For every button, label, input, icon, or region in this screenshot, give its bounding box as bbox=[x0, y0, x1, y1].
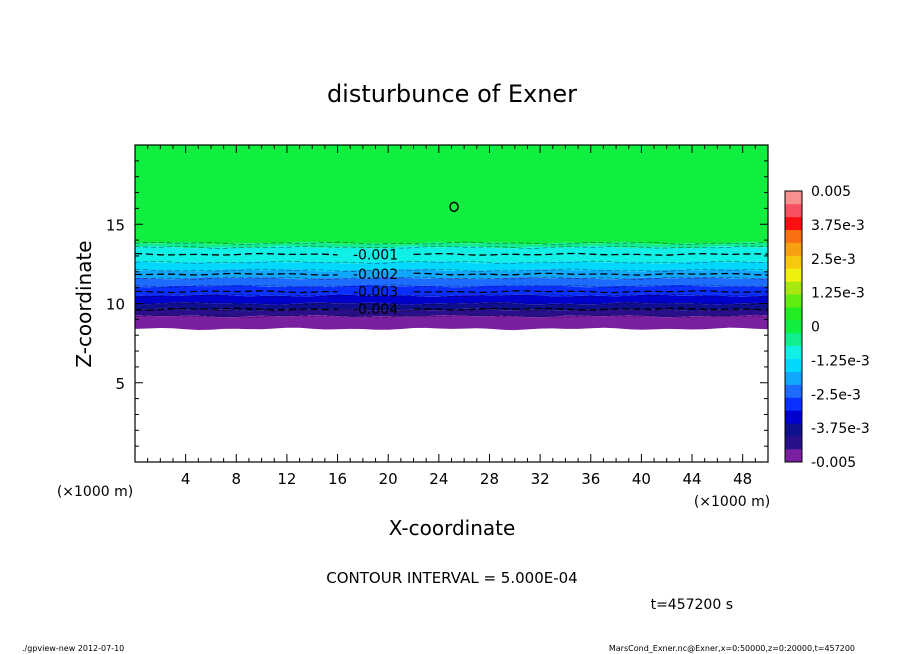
fill-band bbox=[135, 284, 768, 297]
colorbar-label: 1.25e-3 bbox=[811, 286, 865, 302]
x-axis-ticks: 4 8 12 16 20 24 28 32 36 40 44 48 bbox=[134, 145, 769, 488]
contour-line-minor bbox=[134, 284, 769, 288]
fill-bands bbox=[135, 145, 768, 331]
colorbar-swatch bbox=[785, 191, 802, 205]
colorbar-swatch bbox=[785, 358, 802, 372]
time-label: t=457200 s bbox=[651, 597, 733, 613]
x-tick-label: 20 bbox=[379, 470, 398, 488]
zero-contour-loop bbox=[449, 201, 459, 213]
colorbar-swatch bbox=[785, 307, 802, 321]
contour-line bbox=[413, 307, 769, 311]
contour-label: -0.003 bbox=[353, 285, 398, 301]
contour-line bbox=[134, 252, 338, 256]
colorbar-label: -3.75e-3 bbox=[811, 421, 870, 437]
colorbar-swatch bbox=[785, 410, 802, 424]
contour-line-minor bbox=[134, 260, 769, 264]
x-tick-label: 40 bbox=[632, 470, 651, 488]
chart-title: disturbunce of Exner bbox=[327, 80, 577, 108]
x-axis-label: X-coordinate bbox=[389, 516, 516, 540]
contour-line-minor bbox=[134, 293, 769, 298]
colorbar-label: -0.005 bbox=[811, 455, 856, 471]
x-tick-label: 36 bbox=[581, 470, 600, 488]
contour-line bbox=[134, 290, 338, 294]
contour-line bbox=[413, 272, 769, 276]
y-tick-label: 10 bbox=[106, 296, 125, 314]
contour-lines: -0.001 -0.002 -0.003-0.004 bbox=[134, 241, 769, 318]
contour-line-minor bbox=[134, 268, 769, 272]
contour-line bbox=[413, 290, 769, 294]
colorbar-label: 2.5e-3 bbox=[811, 252, 856, 268]
x-tick-label: 44 bbox=[682, 470, 701, 488]
colorbar-swatch bbox=[785, 384, 802, 398]
x-tick-label: 24 bbox=[429, 470, 448, 488]
fill-band bbox=[135, 294, 768, 305]
x-tick-label: 32 bbox=[531, 470, 550, 488]
contour-line bbox=[134, 307, 338, 311]
y-axis-label: Z-coordinate bbox=[72, 240, 96, 367]
colorbar-swatch bbox=[785, 255, 802, 269]
x-tick-label: 8 bbox=[232, 470, 242, 488]
colorbar-labels: 0.005 3.75e-3 2.5e-3 1.25e-3 0 -1.25e-3 -2.5e-… bbox=[811, 184, 870, 471]
x-tick-label: 4 bbox=[181, 470, 191, 488]
colorbar-swatch bbox=[785, 242, 802, 256]
contour-line-minor bbox=[134, 241, 769, 245]
fill-band bbox=[135, 145, 768, 245]
y-tick-label: 15 bbox=[106, 216, 125, 234]
colorbar-frame bbox=[784, 190, 803, 463]
colorbar-label: 0 bbox=[811, 320, 820, 336]
colorbar bbox=[784, 190, 803, 463]
colorbar-swatch bbox=[785, 345, 802, 360]
colorbar-swatch bbox=[785, 397, 802, 411]
colorbar-swatch bbox=[785, 332, 802, 347]
colorbar-label: 3.75e-3 bbox=[811, 218, 865, 234]
contour-line-minor bbox=[134, 301, 769, 306]
colorbar-swatch bbox=[785, 229, 802, 243]
colorbar-swatch bbox=[785, 216, 802, 231]
contour-line bbox=[413, 252, 769, 256]
colorbar-label: -1.25e-3 bbox=[811, 353, 870, 369]
x-tick-label: 16 bbox=[328, 470, 347, 488]
colorbar-swatch bbox=[785, 294, 802, 308]
colorbar-label: -2.5e-3 bbox=[811, 387, 861, 403]
colorbar-swatch bbox=[785, 423, 802, 437]
colorbar-label: 0.005 bbox=[811, 184, 851, 200]
fill-band bbox=[135, 246, 768, 264]
fill-band bbox=[135, 242, 768, 249]
x-tick-label: 28 bbox=[480, 470, 499, 488]
footer-left: ./gpview-new 2012-07-10 bbox=[22, 644, 124, 653]
fill-band bbox=[135, 261, 768, 272]
colorbar-swatch bbox=[785, 449, 802, 463]
fill-band bbox=[135, 276, 768, 288]
contour-label: -0.004 bbox=[353, 302, 398, 318]
x-tick-label: 12 bbox=[277, 470, 296, 488]
contour-line bbox=[135, 272, 338, 276]
colorbar-swatch bbox=[785, 268, 802, 282]
contour-line-minor bbox=[134, 314, 769, 318]
colorbar-swatch bbox=[785, 320, 802, 334]
x-unit-right: (×1000 m) bbox=[694, 494, 770, 510]
footer-right: MarsCond_Exner.nc@Exner,x=0:50000,z=0:20… bbox=[609, 644, 855, 653]
colorbar-swatch bbox=[785, 371, 802, 385]
y-axis-ticks: 5 10 15 bbox=[106, 144, 768, 463]
colorbar-swatch bbox=[785, 281, 802, 295]
contour-line-minor bbox=[134, 276, 769, 280]
contour-label: -0.002 bbox=[353, 267, 398, 283]
contour-interval-label: CONTOUR INTERVAL = 5.000E-04 bbox=[326, 569, 577, 587]
colorbar-swatch bbox=[785, 436, 802, 450]
colorbar-swatch bbox=[785, 203, 802, 218]
x-unit-left: (×1000 m) bbox=[57, 484, 133, 500]
y-tick-label: 5 bbox=[115, 375, 125, 393]
x-tick-label: 48 bbox=[733, 470, 752, 488]
fill-band bbox=[135, 314, 768, 331]
contour-label: -0.001 bbox=[353, 247, 398, 263]
plot-area: -0.001-0.002-0.003-0.004 4 8 12 16 20 24 28 32 3… bbox=[106, 144, 769, 488]
contour-line-minor bbox=[134, 245, 769, 249]
